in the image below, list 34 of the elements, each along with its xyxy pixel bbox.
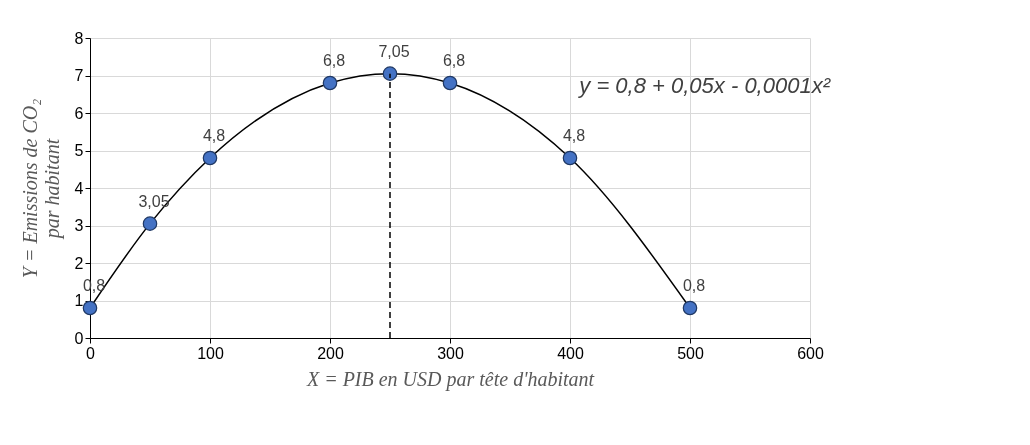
point <box>202 150 218 166</box>
x-tick-label: 0 <box>86 344 96 362</box>
text: 0,8 <box>682 277 706 294</box>
point <box>82 300 98 316</box>
y-tick-label: 5 <box>74 142 84 159</box>
text: 7,05 <box>378 42 410 60</box>
y-tick-label: 1 <box>74 292 84 309</box>
y-axis-title: Y = Emissions de CO₂ par habitant <box>18 98 64 279</box>
x-tick-label: 600 <box>797 344 824 362</box>
x-tick-label: 400 <box>557 344 584 362</box>
y-tick-label: 8 <box>74 29 84 47</box>
y-tick-label: 6 <box>74 104 84 122</box>
point <box>382 66 398 81</box>
text: 4,8 <box>562 127 586 144</box>
point <box>442 75 458 91</box>
x-axis-title: X = PIB en USD par tête d'habitant <box>305 367 595 391</box>
x-tick-label: 500 <box>677 344 704 362</box>
y-tick-label: 7 <box>74 67 84 84</box>
point <box>562 150 578 166</box>
x-tick-label: 300 <box>437 344 464 362</box>
point <box>142 216 158 231</box>
text: 4,8 <box>202 127 226 144</box>
point <box>682 300 698 316</box>
y-tick-label: 4 <box>74 179 84 197</box>
y-tick-label: 0 <box>74 329 84 347</box>
y-tick-label: 2 <box>74 254 84 272</box>
annotation: y = 0,8 + 0,05x - 0,0001x² <box>577 73 831 98</box>
point <box>322 75 338 91</box>
x-tick-label: 200 <box>317 344 344 362</box>
text: 6,8 <box>322 52 346 69</box>
text: 3,05 <box>138 192 170 210</box>
text: 6,8 <box>442 52 466 69</box>
x-tick-label: 100 <box>197 344 224 362</box>
y-tick-label: 3 <box>74 217 84 234</box>
